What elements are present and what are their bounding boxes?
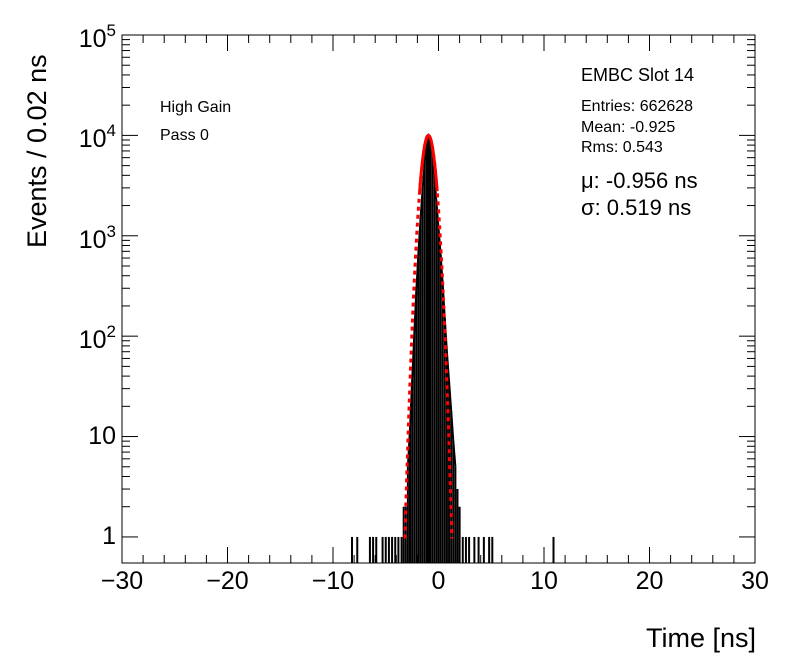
entries-stat: Entries: 662628 <box>581 98 694 115</box>
y-tick-base: 1 <box>102 521 116 550</box>
histogram-series <box>350 133 555 563</box>
y-tick-base: 10 <box>78 225 107 254</box>
x-tick-label: 0 <box>431 567 446 595</box>
fit-sigma-value: σ: 0.519 ns <box>581 195 692 220</box>
y-tick-exponent: 5 <box>106 21 116 40</box>
x-tick-label: 20 <box>635 567 664 595</box>
y-tick-label: 105 <box>79 22 116 52</box>
x-axis-title: Time [ns] <box>645 623 756 653</box>
mean-stat: Mean: -0.925 <box>581 119 676 136</box>
y-tick-label: 103 <box>79 223 116 253</box>
y-tick-base: 10 <box>78 326 107 355</box>
gaussian-fit-series <box>403 133 454 539</box>
y-tick-label: 104 <box>79 122 116 152</box>
gain-label: High Gain <box>160 99 232 116</box>
x-tick-label: −30 <box>100 567 144 595</box>
y-tick-base: 10 <box>78 125 107 154</box>
x-tick-label: −10 <box>311 567 355 595</box>
pass-label: Pass 0 <box>160 127 209 144</box>
axis-ticks <box>121 34 756 563</box>
y-axis-title: Events / 0.02 ns <box>22 54 52 248</box>
x-tick-label: −20 <box>206 567 249 595</box>
y-tick-exponent: 3 <box>106 221 116 241</box>
slot-label: EMBC Slot 14 <box>581 65 695 85</box>
x-tick-label: 10 <box>530 567 558 595</box>
rms-stat: Rms: 0.543 <box>581 139 663 156</box>
y-tick-base: 10 <box>88 421 116 450</box>
y-tick-label: 10 <box>88 421 116 450</box>
y-tick-exponent: 2 <box>106 322 116 342</box>
fit-curve-dashed <box>403 133 454 539</box>
fit-mu-value: μ: -0.956 ns <box>581 168 698 193</box>
y-tick-exponent: 4 <box>106 121 116 141</box>
fit-curve-core <box>418 133 439 192</box>
y-tick-base: 10 <box>78 25 107 53</box>
y-tick-label: 1 <box>102 521 116 550</box>
y-tick-label: 102 <box>79 323 116 353</box>
x-tick-label: 30 <box>741 567 769 595</box>
